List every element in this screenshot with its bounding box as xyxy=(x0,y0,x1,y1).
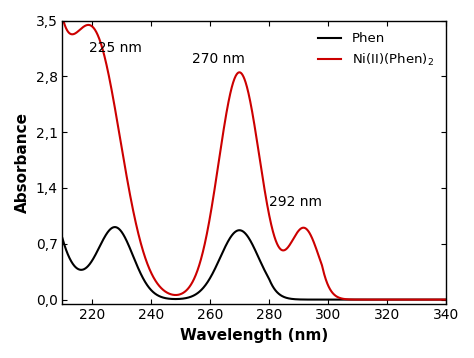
X-axis label: Wavelength (nm): Wavelength (nm) xyxy=(180,328,328,343)
Text: 225 nm: 225 nm xyxy=(89,42,142,55)
Text: 292 nm: 292 nm xyxy=(269,194,322,208)
Text: 270 nm: 270 nm xyxy=(192,52,245,66)
Legend: Phen, Ni(II)(Phen)$_2$: Phen, Ni(II)(Phen)$_2$ xyxy=(312,27,439,73)
Y-axis label: Absorbance: Absorbance xyxy=(15,112,30,213)
